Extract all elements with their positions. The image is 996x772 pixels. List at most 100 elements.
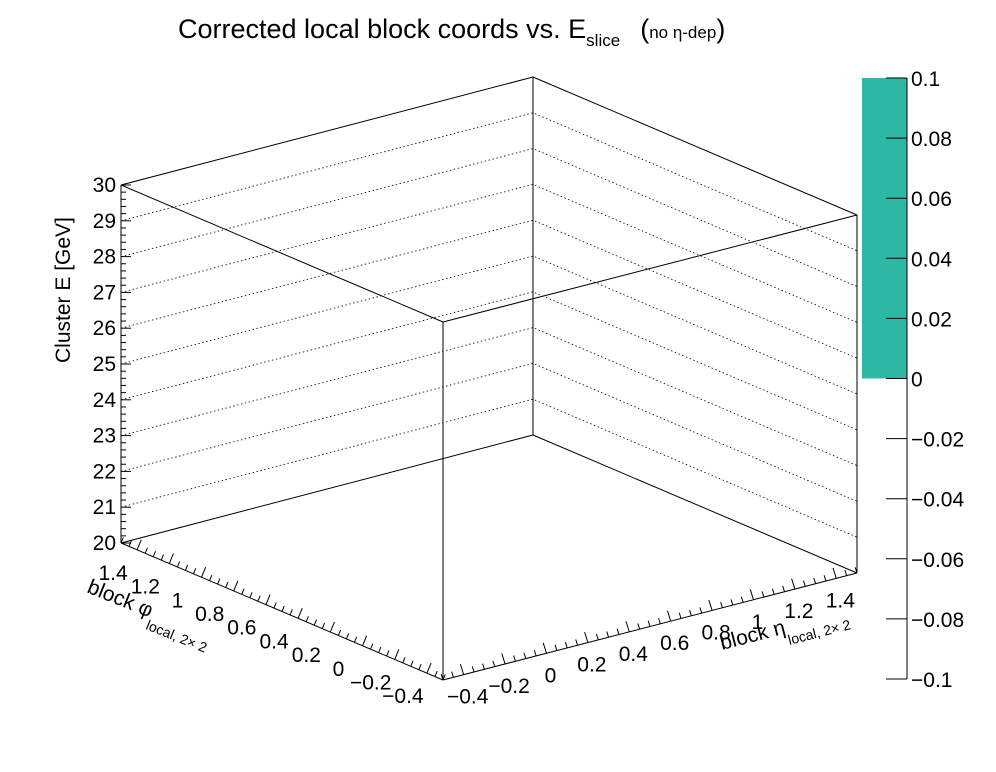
phi-major-tick <box>362 635 368 646</box>
color-palette-tick-label: −0.02 <box>911 429 964 452</box>
z-gridline <box>120 327 858 466</box>
eta-tick-label: 0.6 <box>660 632 689 655</box>
phi-minor-tick <box>305 616 309 622</box>
eta-minor-tick <box>802 580 806 587</box>
chart-title: Corrected local block coords vs. Eslice (… <box>178 14 725 50</box>
color-palette-tick-label: −0.08 <box>911 609 964 632</box>
color-palette: −0.1 −0.08 −0.06 −0.04 −0.02 0 0.02 0.04 0.06 0.0… <box>862 68 964 692</box>
phi-tick-label: 0.2 <box>292 644 321 667</box>
eta-minor-tick <box>730 599 734 606</box>
eta-minor-tick <box>720 601 723 608</box>
eta-minor-tick <box>782 585 786 592</box>
phi-minor-tick <box>434 670 438 677</box>
chart-title-main: Corrected local block coords vs. E <box>178 14 586 44</box>
phi-major-tick <box>426 662 432 674</box>
color-palette-tick-label: −0.06 <box>911 549 964 572</box>
phi-minor-tick <box>192 568 197 575</box>
eta-minor-tick <box>440 674 444 681</box>
color-palette-tick-label: 0.04 <box>911 248 952 271</box>
z-tick-label: 20 <box>93 532 116 555</box>
phi-minor-tick <box>128 540 132 547</box>
phi-minor-tick <box>353 636 358 643</box>
phi-major-tick <box>201 566 207 578</box>
phi-major-tick <box>394 649 400 660</box>
phi-major-tick <box>136 539 142 551</box>
eta-minor-tick <box>854 567 858 574</box>
phi-minor-tick <box>402 657 406 664</box>
phi-minor-tick <box>345 633 350 640</box>
phi-tick-label: −0.4 <box>382 685 424 708</box>
phi-minor-tick <box>209 574 213 581</box>
eta-minor-tick <box>740 596 744 603</box>
eta-minor-tick <box>689 609 692 616</box>
z-tick-label: 22 <box>93 460 116 483</box>
phi-minor-tick <box>257 595 261 602</box>
phi-minor-tick <box>273 602 277 609</box>
eta-major-tick <box>708 599 713 611</box>
eta-minor-tick <box>678 612 682 619</box>
phi-minor-tick <box>120 537 124 544</box>
z-gridline <box>120 255 858 395</box>
phi-minor-tick <box>410 660 414 667</box>
color-palette-tick-label: 0.1 <box>911 68 940 91</box>
eta-minor-tick <box>761 591 765 598</box>
eta-tick-label: −0.2 <box>488 675 529 698</box>
eta-minor-tick <box>451 671 454 678</box>
phi-minor-tick <box>378 646 382 653</box>
back-left-wall-top <box>120 76 534 186</box>
color-palette-fill <box>862 78 907 379</box>
eta-minor-tick <box>492 660 496 667</box>
eta-minor-tick <box>637 623 641 630</box>
z-tick-label: 29 <box>93 210 116 233</box>
phi-minor-tick <box>249 592 253 598</box>
z-gridline <box>120 219 858 359</box>
eta-minor-tick <box>513 655 516 662</box>
phi-minor-tick <box>386 650 390 657</box>
color-palette-tick-label: 0.06 <box>911 188 952 211</box>
eta-minor-tick <box>658 617 661 624</box>
eta-major-tick <box>791 578 796 590</box>
phi-tick-label: 0.6 <box>227 617 256 640</box>
z-tick-label: 27 <box>93 281 116 304</box>
phi-tick-label: 0.8 <box>195 603 224 626</box>
back-right-wall-bottom <box>532 434 858 574</box>
z-axis-label: Cluster E [GeV] <box>52 217 75 363</box>
eta-minor-tick <box>533 650 537 657</box>
top-front-right-edge <box>442 214 858 323</box>
color-palette-tick-label: 0 <box>911 369 923 392</box>
phi-tick-label: 1.2 <box>131 576 160 599</box>
phi-minor-tick <box>225 581 229 588</box>
z-gridline <box>120 291 858 431</box>
eta-major-tick <box>459 664 465 675</box>
z-gridline <box>120 112 858 252</box>
phi-tick-label: 1 <box>172 589 184 612</box>
phi-major-tick <box>329 621 335 633</box>
phi-minor-tick <box>418 664 422 670</box>
eta-major-tick <box>542 642 547 654</box>
phi-minor-tick <box>217 578 221 585</box>
color-palette-tick-label: −0.1 <box>911 669 952 692</box>
z-gridline <box>120 148 858 287</box>
phi-major-tick <box>265 594 271 605</box>
eta-minor-tick <box>575 639 579 646</box>
eta-minor-tick <box>554 644 558 651</box>
z-gridline <box>120 362 858 502</box>
eta-major-tick <box>666 610 672 622</box>
z-tick-label: 25 <box>93 353 116 376</box>
box-frame <box>120 76 858 681</box>
eta-tick-label: 1.4 <box>826 589 856 612</box>
phi-tick-label: −0.2 <box>350 671 391 694</box>
color-palette-tick-label: −0.04 <box>911 489 964 512</box>
eta-minor-tick <box>823 575 827 582</box>
eta-minor-tick <box>606 631 610 638</box>
eta-minor-tick <box>771 588 775 595</box>
top-front-left-edge <box>120 184 444 323</box>
z-tick-label: 28 <box>93 246 116 269</box>
z-gridline <box>120 183 858 323</box>
z-axis: 20 21 22 23 24 25 26 27 28 29 30 <box>93 174 131 555</box>
phi-minor-tick <box>144 547 148 554</box>
phi-minor-tick <box>160 554 164 561</box>
eta-tick-label: 0 <box>545 664 557 687</box>
eta-minor-tick <box>595 634 599 641</box>
